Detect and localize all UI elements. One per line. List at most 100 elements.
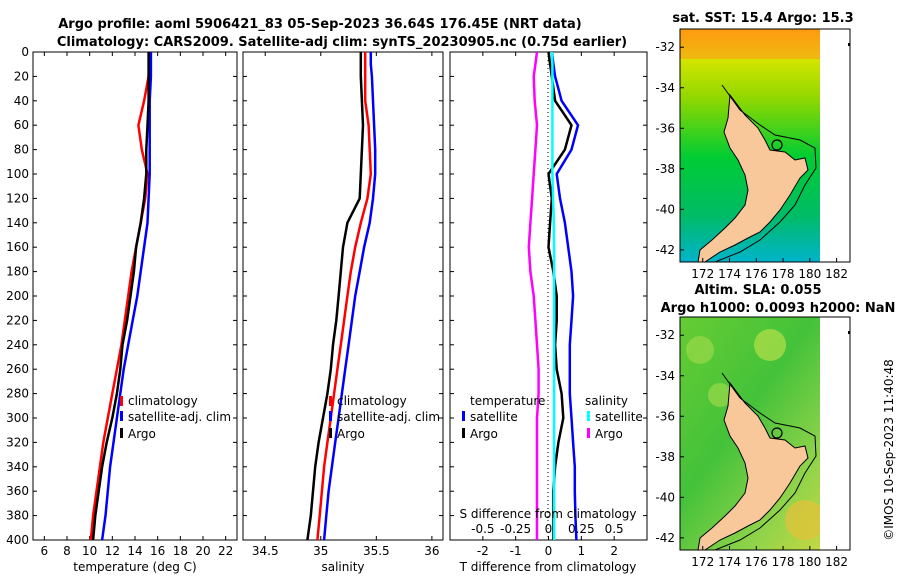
series-line-satellite-adj-clim	[100, 52, 153, 540]
legend-sat-label: satellite-adj. clim	[337, 410, 440, 424]
depth-tick-label: 280	[6, 387, 29, 401]
legend-clim-swatch	[120, 396, 123, 406]
series-line-climatology	[316, 52, 373, 540]
legend-t-sat-swatch	[462, 411, 465, 421]
depth-tick-label: 60	[14, 118, 29, 132]
depth-tick-label: 220	[6, 313, 29, 327]
map-x-tick-label: 176	[745, 267, 768, 281]
map-x-tick-label: 172	[691, 555, 714, 569]
map-x-tick-label: 182	[825, 267, 848, 281]
legend-clim-label: climatology	[337, 394, 407, 408]
x-tick-label: 6	[41, 544, 49, 558]
temperature-legend: climatology satellite-adj. clim Argo	[120, 394, 231, 441]
sla-map	[680, 317, 850, 550]
x-tick-label: 35	[313, 544, 328, 558]
map-y-tick-label: -32	[655, 328, 675, 342]
depth-tick-label: 80	[14, 143, 29, 157]
sla-map-axes: 172 174 176 178 180 182 -32 -34 -36 -38 -40 -42	[655, 328, 848, 569]
legend-s-argo-label: Argo	[595, 427, 623, 441]
difference-series	[527, 52, 580, 540]
depth-tick-label: 20	[14, 69, 29, 83]
map-y-tick-label: -36	[655, 409, 675, 423]
legend-clim-label: climatology	[128, 394, 198, 408]
difference-top-axis-label: S difference from climatology	[460, 507, 637, 521]
depth-tick-label: 380	[6, 509, 29, 523]
difference-legend: temperature satellite Argo salinity sate…	[462, 394, 643, 441]
map-y-tick-label: -42	[655, 243, 675, 257]
map-y-tick-label: -32	[655, 40, 675, 54]
map-x-tick-label: 178	[772, 555, 795, 569]
legend-t-argo-label: Argo	[470, 427, 498, 441]
depth-tick-label: 400	[6, 533, 29, 547]
series-line-satellite-adj-clim	[322, 52, 377, 540]
island-marker-icon	[848, 43, 850, 46]
island-marker-icon	[848, 331, 850, 334]
x-tick-label: 35.5	[363, 544, 390, 558]
salinity-xlabel: salinity	[321, 560, 364, 574]
depth-tick-label: 320	[6, 435, 29, 449]
depth-tick-label: 160	[6, 240, 29, 254]
series-line-salinity-satellite	[550, 52, 556, 540]
map-x-tick-label: 180	[798, 555, 821, 569]
sla-map-frame	[679, 316, 851, 551]
top-tick-label: -0.25	[500, 522, 531, 536]
series-line-argo	[306, 52, 365, 540]
depth-tick-label: 140	[6, 216, 29, 230]
depth-tick-label: 40	[14, 94, 29, 108]
series-line-salinity-argo	[527, 52, 540, 540]
sla-contour-line	[714, 372, 817, 550]
map-y-tick-label: -34	[655, 81, 675, 95]
legend-temperature-title: temperature	[470, 394, 545, 408]
depth-tick-label: 180	[6, 265, 29, 279]
sla-patch	[708, 383, 732, 407]
x-tick-label: 12	[105, 544, 120, 558]
map-y-tick-label: -40	[655, 202, 675, 216]
legend-t-argo-swatch	[462, 428, 465, 438]
map-x-tick-label: 182	[825, 555, 848, 569]
salinity-x-axis: 34.5 35 35.5 36	[252, 52, 440, 558]
legend-salinity-title: salinity	[585, 394, 628, 408]
sst-contour-line	[714, 84, 817, 262]
legend-s-sat-label: satellite	[595, 410, 643, 424]
map-x-tick-label: 178	[772, 267, 795, 281]
x-tick-label: 10	[82, 544, 97, 558]
legend-s-argo-swatch	[587, 428, 590, 438]
x-tick-label: 8	[63, 544, 71, 558]
x-tick-label: 2	[610, 544, 618, 558]
depth-tick-label: 100	[6, 167, 29, 181]
sst-map-frame	[679, 28, 851, 263]
top-tick-label: -0.5	[471, 522, 494, 536]
legend-argo-label: Argo	[337, 427, 365, 441]
temperature-x-axis: 6 8 10 12 14 16 18 20 22	[41, 52, 233, 558]
legend-clim-swatch	[329, 396, 332, 406]
map-y-tick-label: -40	[655, 490, 675, 504]
legend-argo-swatch	[120, 428, 123, 438]
depth-axis: 0 20 40 60 80 100 120 140 160 180 200 220 240 260 280 3…	[6, 45, 647, 547]
depth-tick-label: 120	[6, 191, 29, 205]
top-tick-label: 0	[545, 522, 553, 536]
top-tick-label: 0.5	[605, 522, 624, 536]
salinity-panel	[242, 51, 444, 541]
map-x-tick-label: 174	[718, 267, 741, 281]
sst-map-axes: 172 174 176 178 180 182 -32 -34 -36 -38 -40 -42	[655, 40, 848, 281]
salinity-legend: climatology satellite-adj. clim Argo	[329, 394, 440, 441]
argo-position-marker	[771, 139, 783, 151]
depth-tick-label: 360	[6, 484, 29, 498]
title-line-2: Climatology: CARS2009. Satellite-adj cli…	[57, 35, 627, 50]
x-tick-label: 34.5	[252, 544, 279, 558]
sla-map-title-2: Argo h1000: 0.0093 h2000: NaN	[661, 301, 896, 316]
x-tick-label: 0	[545, 544, 553, 558]
new-zealand-land-icon	[697, 93, 809, 262]
x-tick-label: 36	[424, 544, 439, 558]
legend-argo-label: Argo	[128, 427, 156, 441]
x-tick-label: 20	[195, 544, 210, 558]
x-tick-label: 16	[150, 544, 165, 558]
series-line-temperature-satellite	[550, 52, 580, 540]
sla-map-title-1: Altim. SLA: 0.055	[695, 283, 822, 298]
map-x-tick-label: 172	[691, 267, 714, 281]
difference-xlabel: T difference from climatology	[459, 560, 637, 574]
imos-timestamp: ©IMOS 10-Sep-2023 11:40:48	[882, 359, 896, 541]
series-line-argo	[91, 52, 150, 540]
depth-tick-label: 340	[6, 460, 29, 474]
